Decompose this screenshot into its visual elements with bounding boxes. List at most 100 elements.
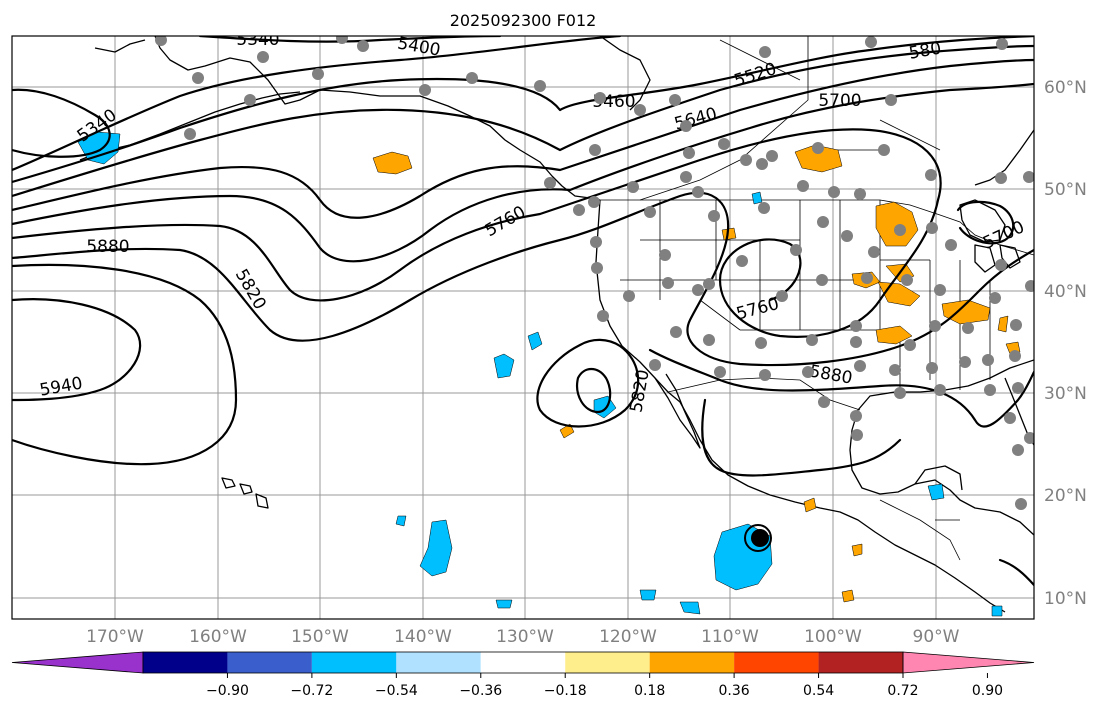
contour-5760 xyxy=(12,191,1034,367)
station-dot xyxy=(466,72,478,84)
station-dot xyxy=(926,222,938,234)
negative-region-pacific-2 xyxy=(527,331,543,351)
contour-5820-ring xyxy=(536,338,640,428)
colorbar: −0.90 −0.72 −0.54 −0.36 −0.18 0.18 0.36 0.54 0.7… xyxy=(11,651,1035,699)
station-dot xyxy=(817,216,829,228)
station-dot xyxy=(850,320,862,332)
positive-region-mexico xyxy=(803,497,817,513)
negative-region-pacific-4 xyxy=(395,515,407,527)
colorbar-segment xyxy=(227,652,312,673)
island-hawaii-1 xyxy=(221,477,236,489)
colorbar-tick-label: 0.18 xyxy=(634,683,665,699)
station-dot xyxy=(692,186,704,198)
positive-region-pacific xyxy=(372,151,413,175)
latitude-label: 10°N xyxy=(1044,589,1087,609)
contour-5880-south xyxy=(701,398,902,477)
contour-inner-low xyxy=(576,367,612,414)
colorbar-tick-label: −0.90 xyxy=(206,683,249,699)
colorbar-tick-label: 0.90 xyxy=(972,683,1003,699)
station-dot xyxy=(982,354,994,366)
station-dot xyxy=(806,334,818,346)
station-dot xyxy=(627,181,639,193)
latitude-label: 30°N xyxy=(1044,384,1087,404)
contour-5460 xyxy=(12,36,1034,184)
station-dot xyxy=(244,94,256,106)
colorbar-segment xyxy=(565,652,650,673)
contour-5700-east xyxy=(956,200,1015,245)
station-dot xyxy=(894,387,906,399)
longitude-label: 100°W xyxy=(804,627,862,647)
station-dot xyxy=(597,310,609,322)
island-hawaii-2 xyxy=(239,483,253,495)
colorbar-tick-label: 0.72 xyxy=(887,683,918,699)
station-dot xyxy=(894,224,906,236)
map-title: 2025092300 F012 xyxy=(450,11,597,30)
coastline-gulf xyxy=(849,359,1034,536)
contour-5940 xyxy=(12,298,142,402)
station-dot xyxy=(714,366,726,378)
station-dot xyxy=(878,144,890,156)
station-dot xyxy=(718,138,730,150)
longitude-label: 150°W xyxy=(291,627,349,647)
station-dot xyxy=(683,147,695,159)
station-dot xyxy=(357,40,369,52)
station-dot xyxy=(758,202,770,214)
station-dot xyxy=(841,230,853,242)
station-dot xyxy=(692,284,704,296)
station-dot xyxy=(925,169,937,181)
positive-region-south xyxy=(875,325,913,345)
station-dot xyxy=(1009,350,1021,362)
station-dot xyxy=(995,172,1007,184)
colorbar-tick-label: 0.36 xyxy=(719,683,750,699)
station-dot xyxy=(929,320,941,332)
station-dot xyxy=(257,51,269,63)
lake-huron xyxy=(999,244,1021,269)
station-dot xyxy=(419,84,431,96)
station-markers xyxy=(155,36,1034,510)
station-dot xyxy=(850,410,862,422)
station-dot xyxy=(703,278,715,290)
station-dot xyxy=(649,359,661,371)
map-area: 5340 5340 5400 5460 5520 580 5640 5700 5… xyxy=(11,30,1035,620)
station-dot xyxy=(756,158,768,170)
station-dot xyxy=(850,336,862,348)
station-dot xyxy=(868,246,880,258)
station-dot xyxy=(659,249,671,261)
station-dot xyxy=(1023,171,1034,183)
height-contours xyxy=(12,36,1034,587)
colorbar-segment xyxy=(480,652,566,673)
station-dot xyxy=(669,94,681,106)
station-dot xyxy=(634,104,646,116)
station-dot xyxy=(766,150,778,162)
contour-label: 5340 xyxy=(236,30,279,50)
coastline-canada-north xyxy=(599,36,651,111)
station-dot xyxy=(1025,280,1034,292)
longitude-label: 140°W xyxy=(394,627,452,647)
latitude-label: 50°N xyxy=(1044,180,1087,200)
station-dot xyxy=(184,128,196,140)
contour-5700 xyxy=(12,128,942,338)
station-dot xyxy=(755,337,767,349)
station-dot xyxy=(1024,432,1034,444)
negative-region-south-edge xyxy=(991,605,1003,617)
station-dot xyxy=(336,36,348,44)
station-dot xyxy=(861,272,873,284)
coastline-alaska xyxy=(154,36,601,201)
map-background xyxy=(12,36,1034,619)
contour-5400 xyxy=(12,36,622,172)
station-dot xyxy=(1012,444,1024,456)
map-frame xyxy=(11,35,1035,620)
positive-region-minnesota xyxy=(875,201,919,247)
station-dot xyxy=(802,366,814,378)
station-dot xyxy=(934,284,946,296)
station-dot xyxy=(790,244,802,256)
longitude-label: 120°W xyxy=(599,627,657,647)
colorbar-segment xyxy=(396,652,481,673)
hurricane-marker-icon xyxy=(744,524,772,552)
station-dot xyxy=(680,171,692,183)
station-dot xyxy=(851,429,863,441)
station-dot xyxy=(934,384,946,396)
contour-5820-west xyxy=(12,263,238,466)
station-dot xyxy=(989,292,1001,304)
